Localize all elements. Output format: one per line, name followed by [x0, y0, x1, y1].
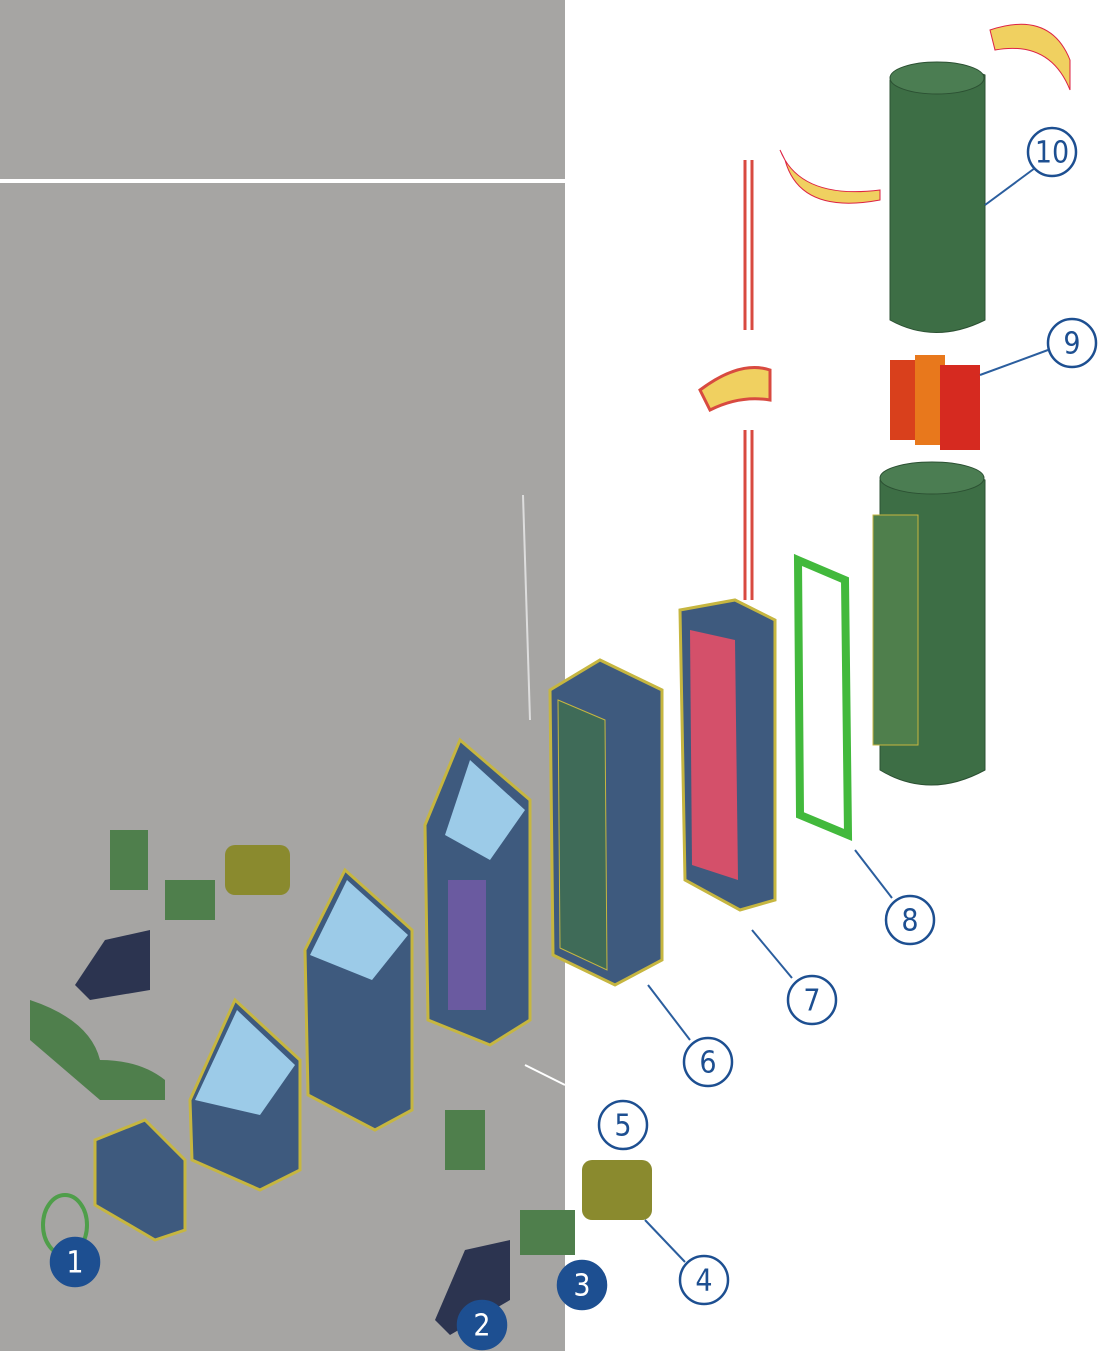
callout-circle: [597, 1099, 649, 1151]
callout-label: 3: [573, 1269, 590, 1304]
leader-lines: [524, 167, 1049, 1263]
gasket: [793, 553, 853, 842]
callout-label: 10: [1035, 136, 1069, 171]
filter-module: [678, 598, 777, 912]
damper: [890, 355, 980, 450]
grid-module: [548, 658, 664, 987]
callout-circle: [49, 1236, 101, 1288]
callout-circle: [678, 1254, 730, 1306]
stack-top: [779, 23, 1071, 333]
callout-label: 8: [901, 904, 918, 939]
callout-circle: [1046, 317, 1098, 369]
callout-circle: [884, 894, 936, 946]
callout-label: 7: [803, 984, 820, 1019]
callout-circle: [786, 974, 838, 1026]
callout-circle: [1026, 126, 1078, 178]
coil-module: [423, 737, 532, 1047]
inlet: [30, 1000, 187, 1257]
callout-label: 9: [1063, 327, 1080, 362]
fan-units: [75, 830, 652, 1335]
callout-label: 1: [66, 1246, 83, 1281]
callout-circle: [682, 1036, 734, 1088]
stack-bottom: [872, 461, 986, 786]
callout-label: 5: [614, 1109, 631, 1144]
ladders: [522, 160, 772, 721]
callout-label: 4: [695, 1264, 712, 1299]
callout-label: 6: [699, 1046, 716, 1081]
callout-circle: [556, 1259, 608, 1311]
hood-modules: [188, 867, 414, 1192]
callout-label: 2: [473, 1309, 490, 1344]
callout-circle: [456, 1299, 508, 1351]
